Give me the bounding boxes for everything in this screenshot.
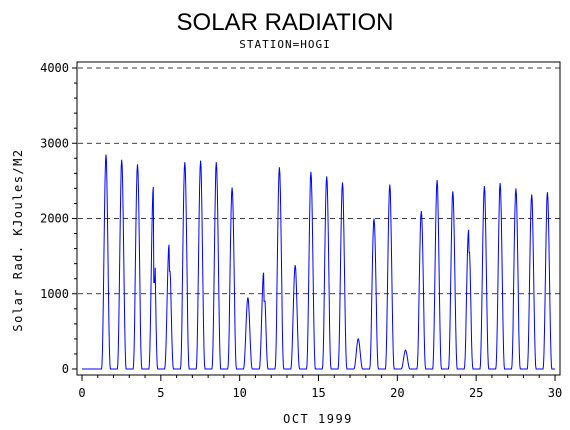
y-axis-ticks: 0 1000 2000 3000 4000: [40, 61, 77, 376]
x-axis-label: OCT 1999: [283, 412, 353, 426]
series-line: [82, 154, 555, 370]
x-tick-label: 0: [78, 386, 85, 400]
y-tick-label: 3000: [40, 136, 69, 150]
x-tick-label: 20: [390, 386, 404, 400]
y-tick-label: 4000: [40, 61, 69, 75]
x-tick-label: 15: [311, 386, 325, 400]
x-tick-label: 10: [232, 386, 246, 400]
y-tick-label: 2000: [40, 212, 69, 226]
x-axis-ticks: 0 5 10 15 20 25 30: [78, 375, 562, 400]
chart-subtitle: STATION=HOGI: [239, 38, 330, 51]
chart-title: SOLAR RADIATION: [177, 9, 394, 36]
grid-lines: [78, 67, 560, 295]
x-tick-label: 5: [157, 386, 164, 400]
y-tick-label: 0: [62, 362, 69, 376]
x-tick-label: 25: [469, 386, 483, 400]
plot-frame: [76, 61, 561, 376]
y-tick-label: 1000: [40, 287, 69, 301]
x-tick-label: 30: [548, 386, 562, 400]
series-line-group: [82, 154, 555, 370]
y-axis-label: Solar Rad. KJoules/M2: [11, 148, 25, 331]
